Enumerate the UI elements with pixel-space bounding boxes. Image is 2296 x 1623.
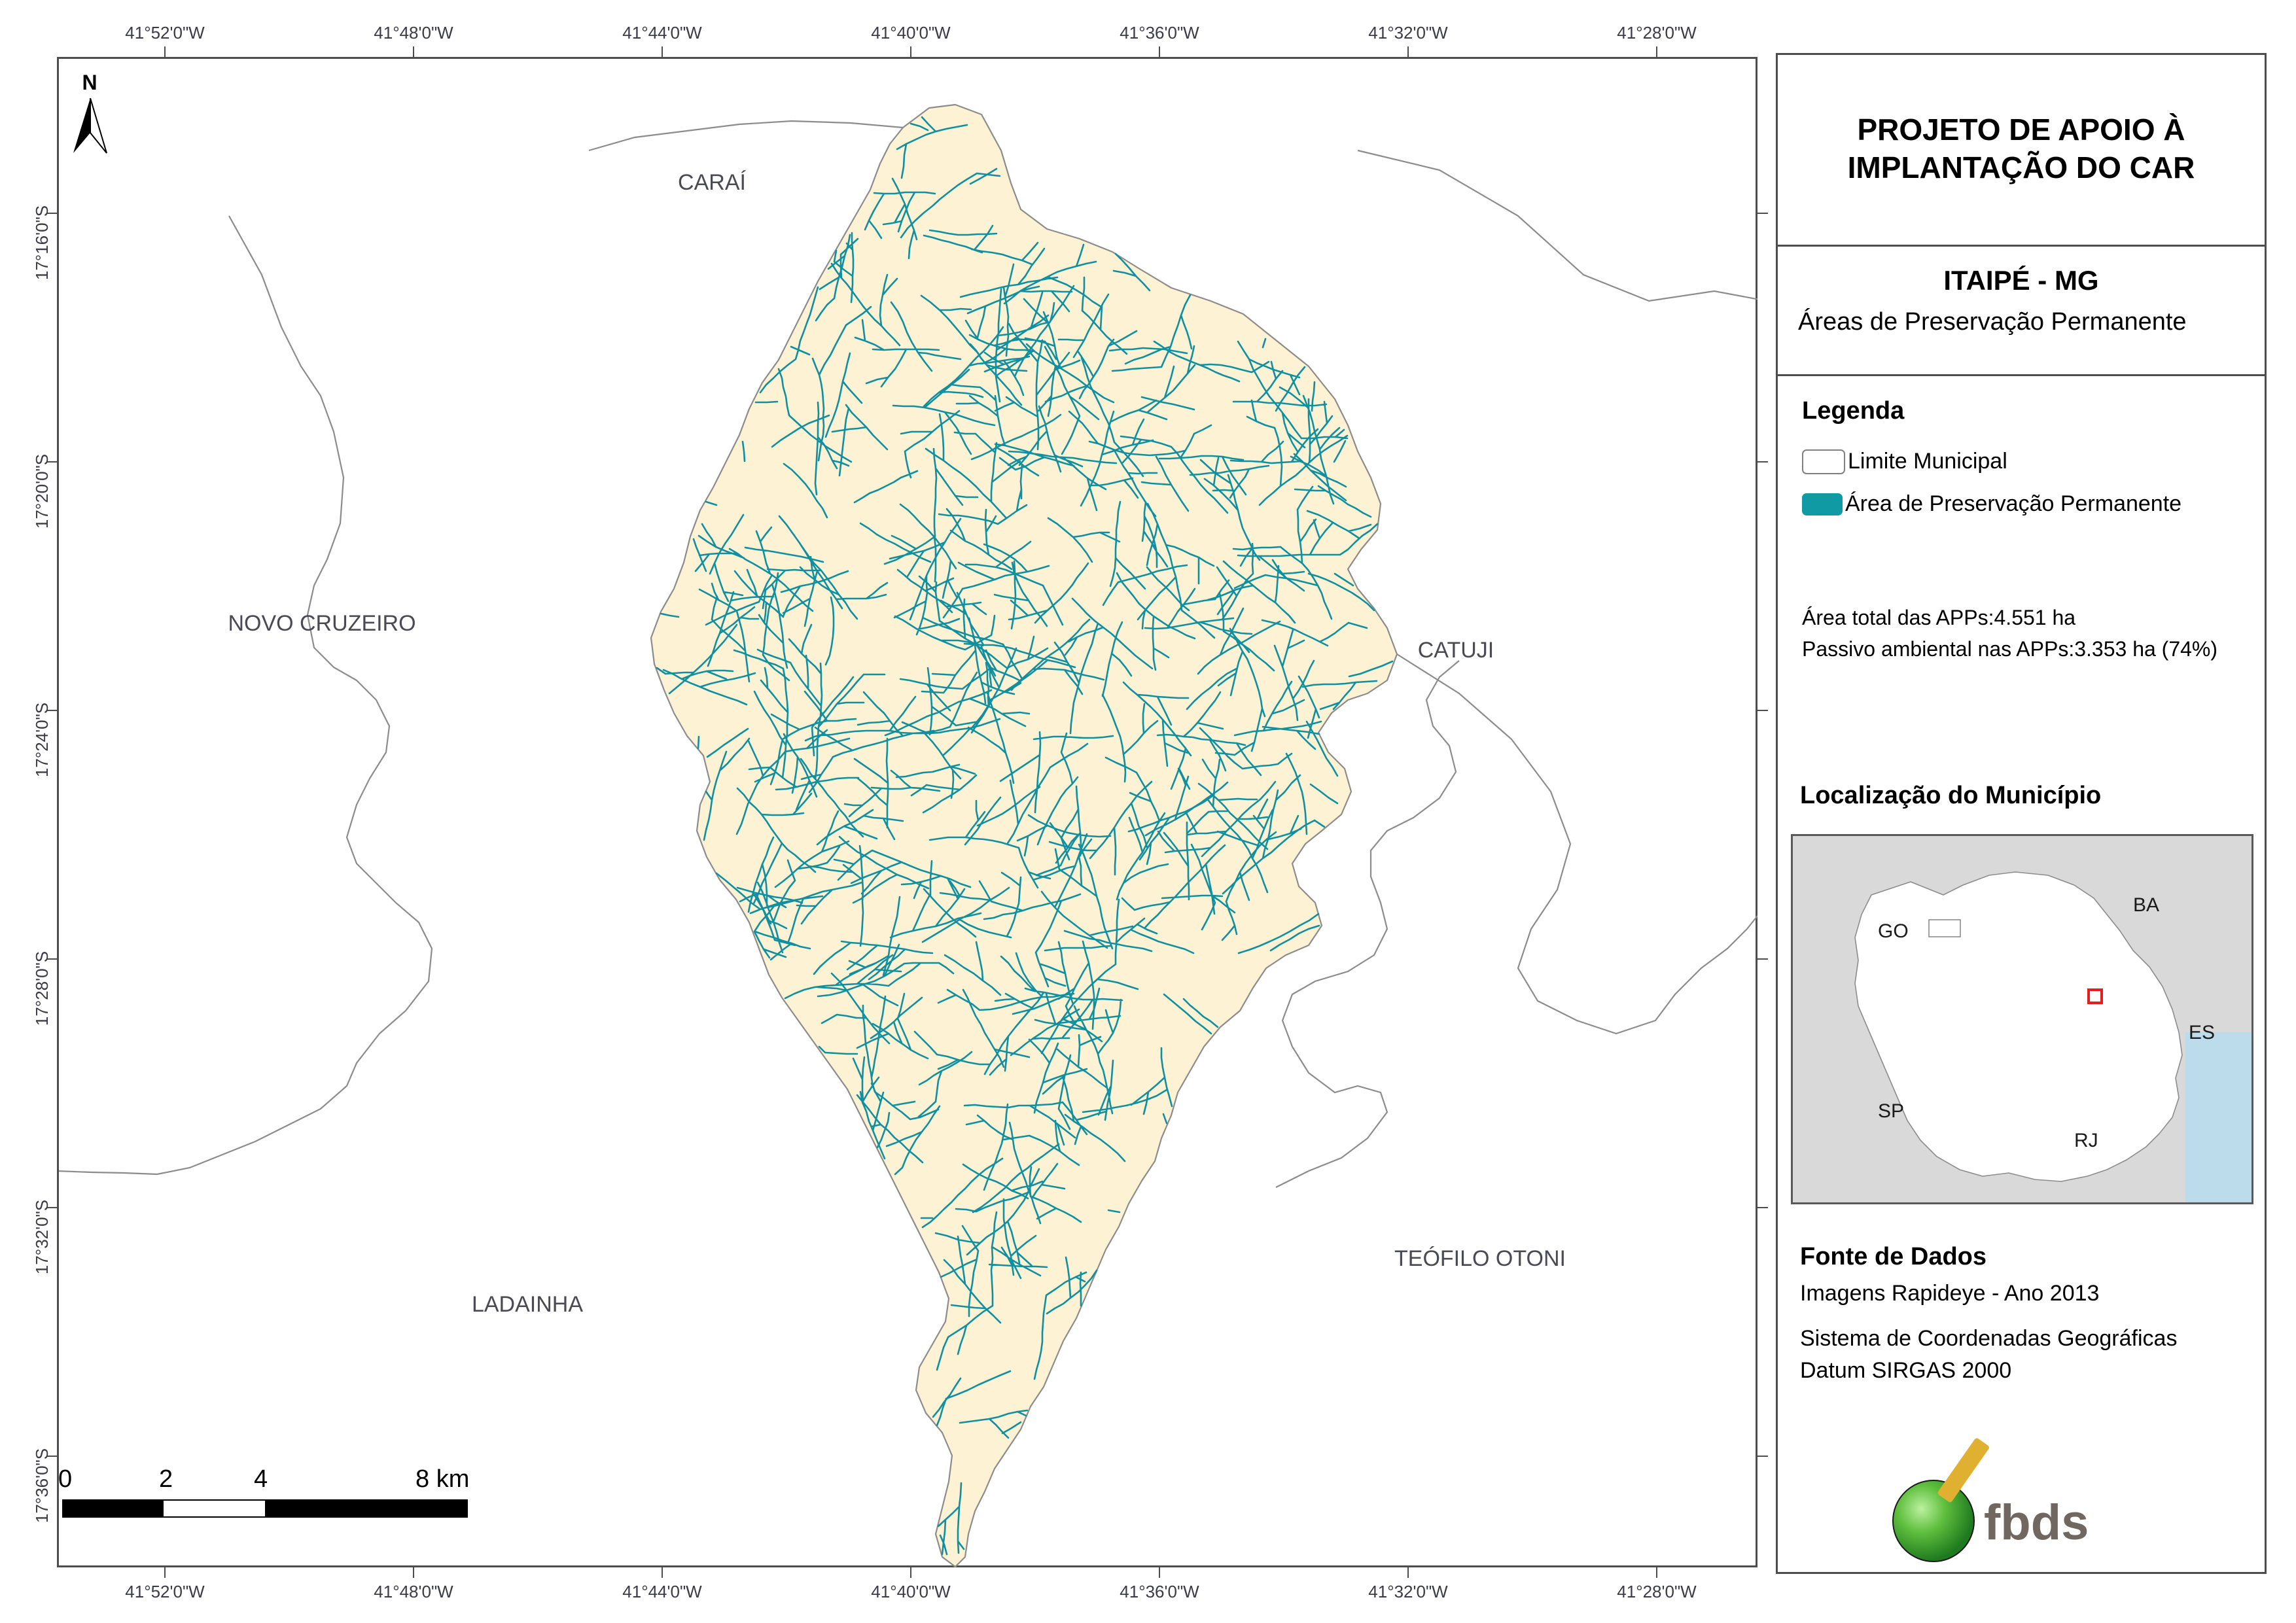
- svg-text:ES: ES: [2189, 1022, 2215, 1043]
- svg-text:fbds: fbds: [1984, 1495, 2089, 1550]
- svg-text:BA: BA: [2133, 894, 2159, 916]
- svg-text:SP: SP: [1878, 1100, 1904, 1122]
- svg-text:RJ: RJ: [2074, 1130, 2098, 1151]
- svg-text:GO: GO: [1878, 920, 1909, 942]
